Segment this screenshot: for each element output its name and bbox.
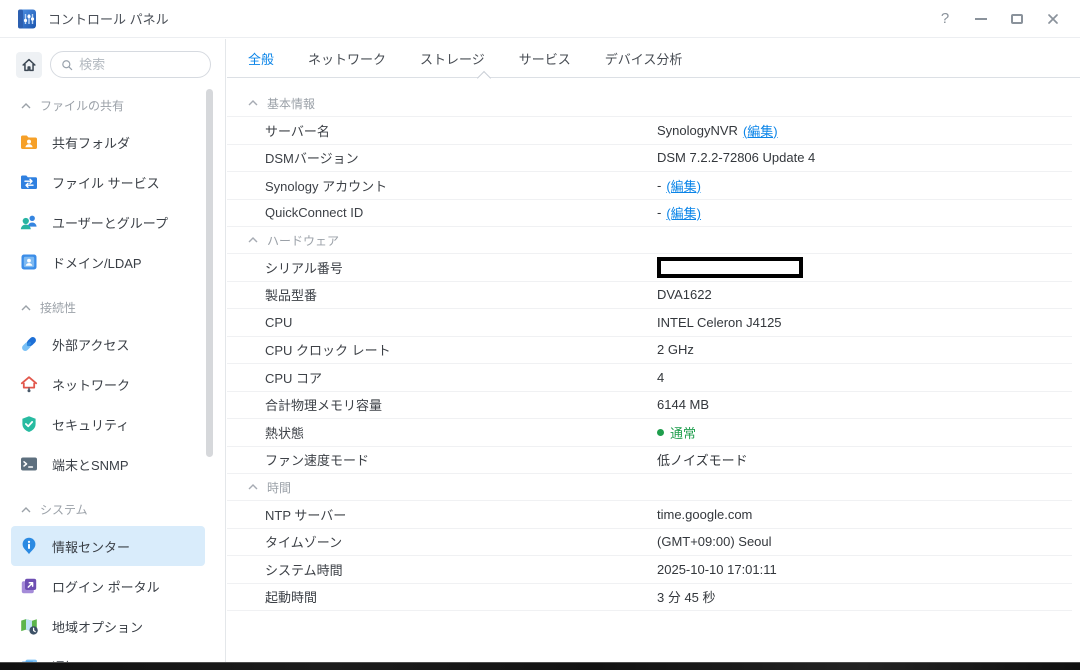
chevron-up-icon	[248, 237, 258, 243]
info-row-synology-account: Synology アカウント - (編集)	[227, 172, 1072, 200]
sidebar-item-terminal-snmp[interactable]: 端末とSNMP	[0, 444, 225, 484]
shared-folder-icon	[21, 135, 37, 149]
window-title: コントロール パネル	[48, 12, 169, 27]
sidebar-item-external-access[interactable]: 外部アクセス	[0, 324, 225, 364]
section-header-basic-info[interactable]: 基本情報	[227, 90, 1072, 117]
info-row-timezone: タイムゾーン (GMT+09:00) Seoul	[227, 529, 1072, 556]
sidebar-item-label: 情報センター	[52, 539, 131, 555]
maximize-button[interactable]	[1006, 8, 1028, 30]
edit-server-name-link[interactable]: (編集)	[742, 123, 778, 139]
chevron-up-icon	[248, 100, 258, 106]
domain-ldap-icon	[21, 254, 37, 270]
network-icon	[20, 376, 38, 393]
home-button[interactable]	[16, 51, 42, 78]
info-row-dsm-version: DSMバージョン DSM 7.2.2-72806 Update 4	[227, 145, 1072, 172]
tab-service[interactable]: サービス	[502, 39, 588, 77]
sidebar-item-label: ログイン ポータル	[52, 579, 160, 595]
sidebar-item-label: 共有フォルダ	[52, 135, 131, 151]
users-groups-icon	[20, 215, 37, 230]
close-icon	[1048, 13, 1058, 24]
sidebar: ファイルの共有 共有フォルダ ファイル サービス ユーザーとグループ	[0, 39, 226, 670]
control-panel-icon	[18, 9, 36, 28]
tab-storage[interactable]: ストレージ	[403, 39, 502, 77]
section-header-hardware[interactable]: ハードウェア	[227, 227, 1072, 254]
sidebar-item-label: 地域オプション	[52, 619, 144, 635]
info-content: 基本情報 サーバー名 SynologyNVR (編集) DSMバージョン DSM…	[227, 78, 1080, 611]
chevron-up-icon	[21, 506, 31, 512]
sidebar-section-system[interactable]: システム	[0, 492, 225, 526]
maximize-icon	[1011, 13, 1023, 24]
sidebar-item-label: 端末とSNMP	[52, 457, 129, 473]
info-row-memory: 合計物理メモリ容量 6144 MB	[227, 392, 1072, 419]
search-input[interactable]	[79, 57, 200, 72]
sidebar-item-security[interactable]: セキュリティ	[0, 404, 225, 444]
sidebar-item-file-services[interactable]: ファイル サービス	[0, 162, 225, 202]
chevron-up-icon	[248, 484, 258, 490]
info-row-cpu-clock: CPU クロック レート 2 GHz	[227, 337, 1072, 364]
title-bar: コントロール パネル ?	[0, 0, 1080, 38]
sidebar-section-connectivity[interactable]: 接続性	[0, 290, 225, 324]
sidebar-item-label: セキュリティ	[52, 417, 130, 433]
sidebar-item-label: ファイル サービス	[52, 175, 160, 191]
info-row-serial-number: シリアル番号	[227, 254, 1072, 282]
minimize-button[interactable]	[970, 8, 992, 30]
chevron-up-icon	[21, 304, 31, 310]
edit-quickconnect-link[interactable]: (編集)	[666, 206, 702, 222]
sidebar-item-label: ネットワーク	[52, 377, 131, 393]
home-icon	[22, 58, 36, 71]
close-button[interactable]	[1042, 8, 1064, 30]
tab-general[interactable]: 全般	[248, 39, 291, 77]
info-row-fan-mode: ファン速度モード 低ノイズモード	[227, 447, 1072, 474]
main-panel: 全般 ネットワーク ストレージ サービス デバイス分析 基本情報 サーバー名 S…	[227, 39, 1080, 662]
minimize-icon	[975, 17, 987, 20]
sidebar-section-file-sharing[interactable]: ファイルの共有	[0, 88, 225, 122]
info-center-icon	[22, 537, 36, 555]
tab-bar: 全般 ネットワーク ストレージ サービス デバイス分析	[227, 39, 1080, 86]
info-row-cpu: CPU INTEL Celeron J4125	[227, 309, 1072, 337]
status-dot-green	[657, 428, 664, 436]
info-row-model: 製品型番 DVA1622	[227, 282, 1072, 309]
search-box	[50, 51, 211, 78]
info-row-ntp-server: NTP サーバー time.google.com	[227, 501, 1072, 529]
sidebar-item-network[interactable]: ネットワーク	[0, 364, 225, 404]
redaction-box	[657, 256, 803, 278]
screen-bottom-edge	[0, 662, 1080, 670]
info-row-uptime: 起動時間 3 分 45 秒	[227, 584, 1072, 611]
login-portal-icon	[21, 578, 37, 594]
security-icon	[22, 416, 36, 432]
sidebar-item-shared-folder[interactable]: 共有フォルダ	[0, 122, 225, 162]
info-row-quickconnect-id: QuickConnect ID - (編集)	[227, 200, 1072, 227]
file-services-icon	[21, 175, 37, 189]
chevron-up-icon	[21, 102, 31, 108]
tab-device-analytics[interactable]: デバイス分析	[588, 39, 700, 77]
sidebar-item-login-portal[interactable]: ログイン ポータル	[0, 566, 225, 606]
terminal-snmp-icon	[21, 457, 37, 471]
info-row-system-time: システム時間 2025-10-10 17:01:11	[227, 556, 1072, 584]
info-row-thermal-status: 熱状態 通常	[227, 419, 1072, 447]
sidebar-item-label: 外部アクセス	[52, 337, 130, 353]
sidebar-scrollbar[interactable]	[206, 89, 213, 457]
sidebar-item-domain-ldap[interactable]: ドメイン/LDAP	[0, 242, 225, 282]
section-header-time[interactable]: 時間	[227, 474, 1072, 501]
sidebar-item-label: ドメイン/LDAP	[52, 255, 142, 271]
sidebar-item-regional-options[interactable]: 地域オプション	[0, 606, 225, 646]
info-row-cpu-cores: CPU コア 4	[227, 364, 1072, 392]
regional-options-icon	[21, 619, 38, 635]
search-icon	[62, 59, 73, 70]
sidebar-item-label: ユーザーとグループ	[52, 215, 168, 231]
help-button[interactable]: ?	[934, 8, 956, 30]
edit-synology-account-link[interactable]: (編集)	[666, 178, 702, 194]
info-row-server-name: サーバー名 SynologyNVR (編集)	[227, 117, 1072, 145]
external-access-icon	[22, 337, 36, 351]
sidebar-item-info-center[interactable]: 情報センター	[11, 526, 205, 566]
sidebar-item-users-groups[interactable]: ユーザーとグループ	[0, 202, 225, 242]
tab-network[interactable]: ネットワーク	[291, 39, 403, 77]
